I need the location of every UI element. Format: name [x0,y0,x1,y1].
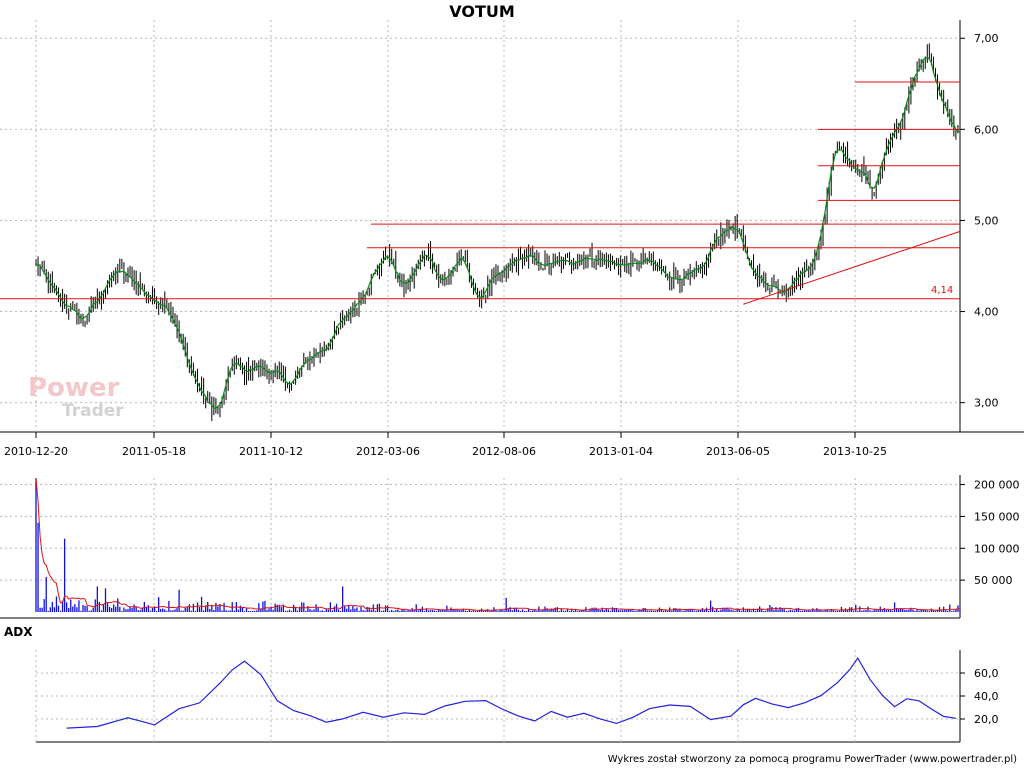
x-tick-label: 2011-10-12 [239,445,303,458]
volume-y-tick-label: 50 000 [974,574,1013,587]
adx-y-tick-label: 60,0 [974,667,999,680]
x-tick-label: 2013-06-05 [706,445,770,458]
x-tick-label: 2010-12-20 [4,445,68,458]
adx-panel-label: ADX [4,625,33,639]
x-tick-label: 2013-01-04 [589,445,653,458]
volume-y-tick-label: 150 000 [974,510,1020,523]
watermark-power: Power [28,373,120,403]
adx-y-tick-label: 40,0 [974,690,999,703]
footer-credit: Wykres został stworzony za pomocą progra… [608,754,1017,765]
chart-title: VOTUM [449,2,515,21]
price-trend-line [743,230,961,305]
x-tick-label: 2012-03-06 [356,445,420,458]
price-y-tick-label: 4,00 [974,306,999,319]
adx-y-tick-label: 20,0 [974,713,999,726]
price-y-tick-label: 6,00 [974,123,999,136]
price-y-tick-label: 3,00 [974,397,999,410]
volume-y-tick-label: 100 000 [974,542,1020,555]
price-y-tick-label: 7,00 [974,32,999,45]
price-y-tick-label: 5,00 [974,214,999,227]
watermark-trader: Trader [62,401,124,421]
volume-bars [35,478,961,612]
adx-line [66,656,956,729]
x-tick-label: 2013-10-25 [823,445,887,458]
x-tick-label: 2012-08-06 [472,445,536,458]
price-close-line [36,56,961,410]
volume-average-line [35,478,961,611]
price-level-label: 4,14 [931,285,953,296]
x-tick-label: 2011-05-18 [122,445,186,458]
volume-y-tick-label: 200 000 [974,479,1020,492]
